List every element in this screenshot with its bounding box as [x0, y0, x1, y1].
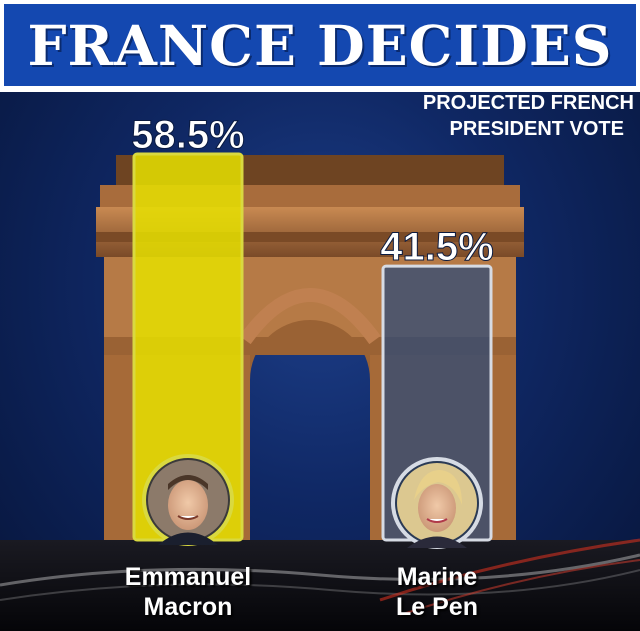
avatar-macron [142, 454, 234, 546]
candidate-last-name: Macron [143, 593, 233, 621]
candidate-first-name: Emmanuel [124, 563, 252, 591]
road-background [0, 538, 640, 631]
avatar-lepen [391, 457, 483, 549]
candidate-first-name: Marine [396, 563, 478, 591]
value-label-macron: 58.5% [131, 113, 244, 157]
subtitle-line-1: PROJECTED FRENCH [422, 92, 634, 114]
candidate-name-macron: Emmanuel Macron [88, 562, 288, 622]
header-banner: FRANCE DECIDES [0, 0, 640, 92]
value-label-lepen: 41.5% [380, 225, 493, 269]
candidate-name-lepen: Marine Le Pen [337, 562, 537, 622]
subtitle-line-2: PRESIDENT VOTE [449, 118, 624, 140]
page-title: FRANCE DECIDES [27, 12, 613, 78]
candidate-last-name: Le Pen [396, 593, 478, 621]
header-background: FRANCE DECIDES [4, 4, 636, 86]
